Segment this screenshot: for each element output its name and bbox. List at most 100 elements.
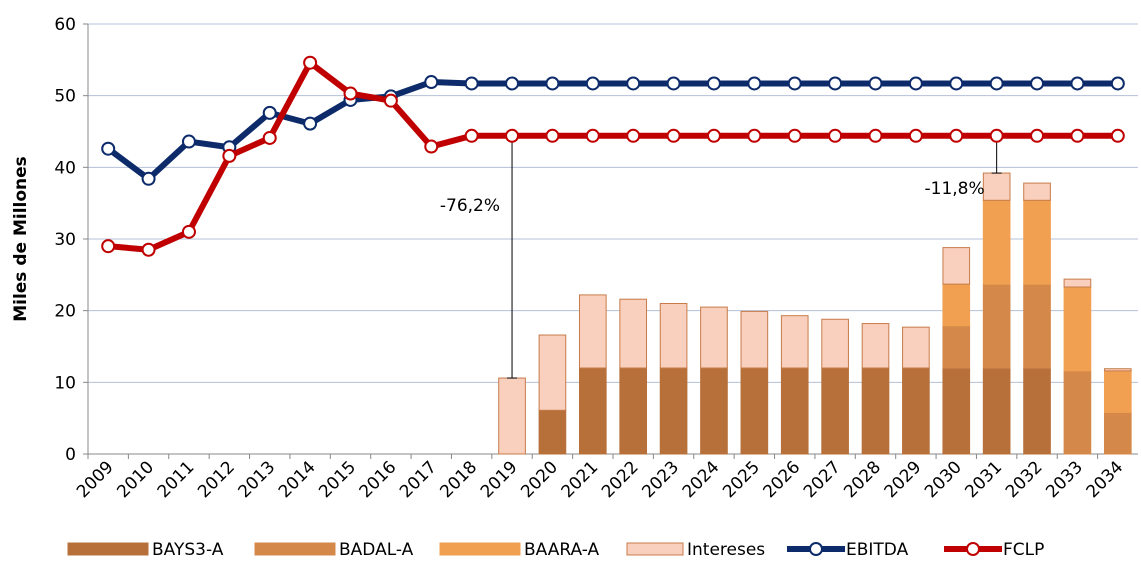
marker <box>1070 76 1085 91</box>
marker <box>828 76 843 91</box>
legend-swatch <box>67 542 149 556</box>
bar-segment <box>942 247 971 285</box>
marker <box>868 76 883 91</box>
marker <box>181 224 196 239</box>
marker <box>303 116 318 131</box>
x-tick-label: 2026 <box>760 457 805 502</box>
x-tick-label: 2021 <box>558 457 603 502</box>
marker <box>787 76 802 91</box>
bar-segment <box>902 367 930 455</box>
bar-segment <box>659 303 688 369</box>
x-tick-label: 2029 <box>881 457 926 502</box>
marker <box>262 130 277 145</box>
x-tick-label: 2018 <box>436 457 481 502</box>
legend-label: Intereses <box>687 540 765 560</box>
x-tick-label: 2009 <box>73 457 118 502</box>
marker <box>141 242 156 257</box>
x-tick-label: 2013 <box>235 457 280 502</box>
bar-segment <box>498 377 526 455</box>
bar-segment <box>538 409 567 455</box>
legend-swatch <box>439 542 521 556</box>
marker <box>101 141 116 156</box>
bar-segment <box>740 367 769 455</box>
marker <box>545 128 560 143</box>
marker <box>949 76 964 91</box>
marker <box>828 128 843 143</box>
marker <box>989 76 1004 91</box>
marker <box>1110 128 1125 143</box>
marker <box>747 128 762 143</box>
bar-segment <box>982 367 1011 455</box>
legend-label: BAARA-A <box>524 540 600 560</box>
marker <box>626 128 641 143</box>
marker <box>1030 128 1045 143</box>
marker <box>505 128 520 143</box>
x-tick-label: 2011 <box>154 457 199 502</box>
marker <box>505 76 520 91</box>
annotation: -11,8% <box>925 179 985 199</box>
x-tick-label: 2015 <box>315 457 360 502</box>
bar-segment <box>821 367 849 455</box>
marker <box>585 128 600 143</box>
bar-segment <box>1063 278 1092 288</box>
marker <box>222 148 237 163</box>
y-tick-label: 60 <box>54 15 76 35</box>
bar-segment <box>902 326 930 369</box>
line <box>107 59 1118 253</box>
bar-segment <box>700 306 728 369</box>
marker <box>545 76 560 91</box>
bar-segment <box>1023 182 1051 201</box>
marker <box>1030 76 1045 91</box>
marker <box>101 239 116 254</box>
bar-segment <box>619 298 648 369</box>
bar-segment <box>619 367 648 455</box>
bar-segment <box>982 283 1011 369</box>
bar-segment <box>942 283 971 327</box>
bar-segment <box>700 367 728 455</box>
bar-segment <box>982 172 1011 201</box>
x-tick-label: 2016 <box>356 457 401 502</box>
marker <box>626 76 641 91</box>
marker <box>383 93 398 108</box>
legend-marker <box>966 542 980 556</box>
legend-label: EBITDA <box>846 540 909 560</box>
bar-segment <box>578 367 607 455</box>
bar-segment <box>780 367 809 455</box>
marker <box>343 86 358 101</box>
marker <box>424 139 439 154</box>
x-tick-label: 2033 <box>1042 457 1087 502</box>
marker <box>787 128 802 143</box>
marker <box>585 76 600 91</box>
legend-label: BAYS3-A <box>152 540 224 560</box>
x-tick-label: 2025 <box>719 457 764 502</box>
x-tick-label: 2028 <box>840 457 885 502</box>
marker <box>868 128 883 143</box>
marker <box>262 105 277 120</box>
bar-segment <box>538 334 567 411</box>
bar-segment <box>1063 370 1092 455</box>
bar-segment <box>578 294 607 369</box>
y-tick-label: 10 <box>54 373 76 393</box>
marker <box>1110 76 1125 91</box>
bar-segment <box>1063 286 1092 372</box>
x-tick-label: 2027 <box>800 457 845 502</box>
marker <box>706 128 721 143</box>
marker <box>908 76 923 91</box>
bar-segment <box>1023 199 1051 285</box>
x-tick-label: 2034 <box>1083 457 1128 502</box>
x-tick-label: 2023 <box>638 457 683 502</box>
marker <box>464 76 479 91</box>
line <box>106 79 1118 182</box>
bar-segment <box>861 323 890 369</box>
marker <box>1070 128 1085 143</box>
bar-segment <box>942 325 971 369</box>
bar-segment <box>780 315 809 369</box>
bar-segment <box>659 367 688 455</box>
marker <box>747 76 762 91</box>
bar-segment <box>982 199 1011 285</box>
y-tick-label: 30 <box>54 230 76 250</box>
marker <box>666 128 681 143</box>
bar-segment <box>1103 411 1132 455</box>
marker <box>181 134 196 149</box>
